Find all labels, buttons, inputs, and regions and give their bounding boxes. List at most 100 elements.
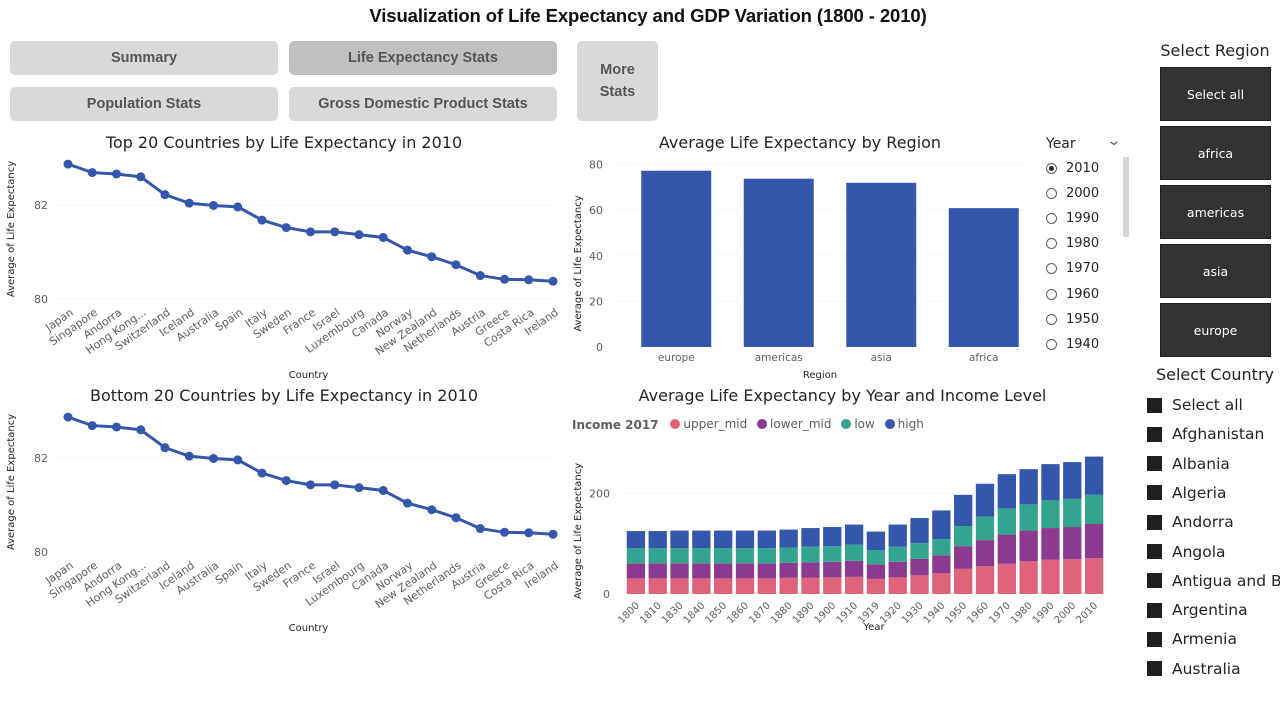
bar-segment-lower-mid[interactable]: [1041, 528, 1060, 560]
bar-segment-upper-mid[interactable]: [757, 578, 776, 594]
bar-segment-low[interactable]: [757, 548, 776, 564]
year-slicer-scrollbar[interactable]: [1123, 157, 1129, 237]
bar-segment-high[interactable]: [888, 524, 907, 547]
bar-segment-high[interactable]: [823, 527, 842, 547]
data-point[interactable]: [378, 232, 388, 242]
year-option-1940[interactable]: 1940: [1046, 334, 1099, 354]
data-point[interactable]: [63, 412, 73, 422]
bar-segment-lower-mid[interactable]: [714, 563, 733, 579]
bar-segment-high[interactable]: [1041, 464, 1060, 501]
radio-icon[interactable]: [1046, 338, 1057, 350]
bar-segment-upper-mid[interactable]: [1041, 559, 1060, 594]
checkbox-icon[interactable]: [1147, 426, 1162, 442]
bar-segment-low[interactable]: [997, 508, 1016, 535]
bar-segment-upper-mid[interactable]: [801, 577, 820, 594]
bar-segment-upper-mid[interactable]: [648, 578, 667, 594]
data-point[interactable]: [354, 230, 364, 240]
bar-segment-lower-mid[interactable]: [954, 546, 973, 569]
bar-segment-lower-mid[interactable]: [1019, 530, 1038, 562]
checkbox-icon[interactable]: [1147, 631, 1162, 647]
data-point[interactable]: [306, 480, 315, 490]
bar-segment-low[interactable]: [801, 546, 820, 563]
bar-segment-high[interactable]: [954, 494, 973, 527]
country-option[interactable]: Afghanistan: [1147, 423, 1264, 445]
checkbox-icon[interactable]: [1147, 573, 1162, 589]
data-point[interactable]: [160, 190, 170, 200]
bar[interactable]: [846, 182, 917, 347]
data-point[interactable]: [63, 159, 73, 169]
bar-segment-lower-mid[interactable]: [823, 561, 842, 578]
data-point[interactable]: [500, 527, 509, 537]
legend-low[interactable]: low: [841, 417, 875, 431]
bar-segment-lower-mid[interactable]: [757, 563, 776, 579]
bar-segment-lower-mid[interactable]: [626, 563, 646, 579]
bar-segment-high[interactable]: [648, 531, 667, 549]
bar-segment-low[interactable]: [1041, 500, 1060, 529]
country-option[interactable]: Armenia: [1147, 628, 1237, 650]
country-option[interactable]: Algeria: [1147, 482, 1226, 504]
country-option[interactable]: Angola: [1147, 541, 1226, 563]
data-point[interactable]: [209, 200, 218, 210]
bar-segment-lower-mid[interactable]: [910, 558, 929, 576]
bar-segment-lower-mid[interactable]: [975, 540, 995, 567]
bar-segment-low[interactable]: [932, 539, 951, 556]
bar-segment-low[interactable]: [823, 546, 842, 562]
data-point[interactable]: [403, 498, 412, 508]
bar[interactable]: [948, 208, 1019, 347]
radio-icon[interactable]: [1046, 263, 1057, 275]
bar-segment-lower-mid[interactable]: [779, 562, 798, 578]
checkbox-icon[interactable]: [1147, 514, 1162, 530]
data-point[interactable]: [233, 455, 243, 465]
bar-segment-low[interactable]: [866, 550, 886, 565]
population-stats-button[interactable]: Population Stats: [10, 87, 278, 121]
bar-segment-lower-mid[interactable]: [801, 562, 820, 578]
bar-segment-low[interactable]: [735, 548, 755, 564]
bar-segment-low[interactable]: [844, 544, 864, 561]
bar-segment-lower-mid[interactable]: [735, 563, 755, 579]
data-point[interactable]: [281, 476, 291, 486]
data-point[interactable]: [257, 468, 267, 478]
bar-segment-upper-mid[interactable]: [735, 578, 755, 594]
bar-segment-low[interactable]: [888, 546, 907, 562]
bar-segment-upper-mid[interactable]: [997, 563, 1016, 594]
bar[interactable]: [641, 170, 712, 347]
gdp-stats-button[interactable]: Gross Domestic Product Stats: [289, 87, 557, 121]
more-stats-button[interactable]: More Stats: [577, 41, 658, 121]
bar-segment-upper-mid[interactable]: [1084, 558, 1104, 594]
bar-segment-lower-mid[interactable]: [648, 563, 667, 579]
bar-segment-upper-mid[interactable]: [626, 578, 646, 594]
year-option-1970[interactable]: 1970: [1046, 259, 1099, 279]
data-point[interactable]: [548, 276, 558, 286]
country-option[interactable]: Andorra: [1147, 511, 1234, 533]
legend-lower-mid[interactable]: lower_mid: [757, 417, 832, 431]
radio-icon[interactable]: [1046, 187, 1057, 199]
data-point[interactable]: [524, 275, 534, 285]
country-option[interactable]: Select all: [1147, 394, 1243, 416]
data-point[interactable]: [330, 480, 340, 490]
data-point[interactable]: [184, 451, 194, 461]
country-option[interactable]: Albania: [1147, 453, 1230, 475]
bar-segment-high[interactable]: [844, 524, 864, 545]
data-point[interactable]: [281, 223, 291, 233]
radio-icon[interactable]: [1046, 238, 1057, 250]
bar-segment-upper-mid[interactable]: [975, 566, 995, 594]
bar-segment-high[interactable]: [932, 510, 951, 540]
country-option[interactable]: Argentina: [1147, 599, 1248, 621]
bar-segment-low[interactable]: [692, 548, 711, 564]
bar-segment-high[interactable]: [779, 529, 798, 548]
bar-segment-low[interactable]: [1019, 504, 1038, 531]
data-point[interactable]: [184, 198, 194, 208]
life-expectancy-stats-button[interactable]: Life Expectancy Stats: [289, 41, 557, 75]
bar-segment-high[interactable]: [735, 530, 755, 549]
data-point[interactable]: [136, 425, 146, 435]
radio-icon[interactable]: [1046, 313, 1057, 325]
data-point[interactable]: [548, 529, 558, 539]
checkbox-icon[interactable]: [1147, 397, 1162, 413]
bar-segment-upper-mid[interactable]: [670, 578, 689, 594]
region-select-all[interactable]: Select all: [1160, 67, 1271, 121]
data-point[interactable]: [87, 168, 97, 178]
bar-segment-lower-mid[interactable]: [997, 534, 1016, 564]
bar-segment-lower-mid[interactable]: [670, 563, 689, 579]
bar-segment-upper-mid[interactable]: [1019, 561, 1038, 594]
bar-segment-high[interactable]: [714, 530, 733, 549]
